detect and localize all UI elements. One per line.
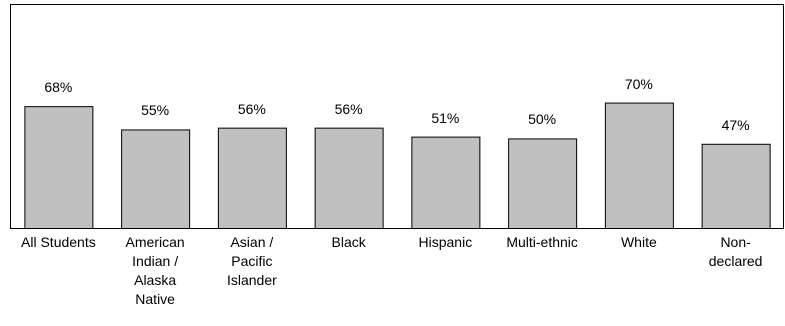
value-label: 56% <box>334 100 363 117</box>
x-tick-label: Multi-ethnic <box>506 234 578 250</box>
x-tick-label: White <box>620 234 657 250</box>
x-tick-label: Non-declared <box>708 234 763 269</box>
bar <box>314 127 384 229</box>
x-tick-label: Black <box>331 234 366 250</box>
bar <box>701 143 771 229</box>
bar <box>604 102 674 229</box>
x-tick-label: Hispanic <box>418 234 473 250</box>
x-tick-label: All Students <box>21 234 96 250</box>
bar <box>121 129 191 229</box>
value-label: 55% <box>141 102 170 119</box>
x-tick-label: American Indian / Alaska Native <box>125 234 185 307</box>
bar <box>508 138 578 229</box>
value-label: 68% <box>44 79 73 96</box>
value-label: 51% <box>431 109 460 126</box>
value-label: 50% <box>528 111 557 128</box>
plot-frame <box>10 4 784 229</box>
x-tick-label: Asian / Pacific Islander <box>226 234 277 288</box>
value-label: 56% <box>237 100 266 117</box>
value-label: 47% <box>721 116 750 133</box>
bar <box>24 106 94 229</box>
bar <box>217 127 287 229</box>
bar <box>411 136 481 229</box>
value-label: 70% <box>624 75 653 92</box>
